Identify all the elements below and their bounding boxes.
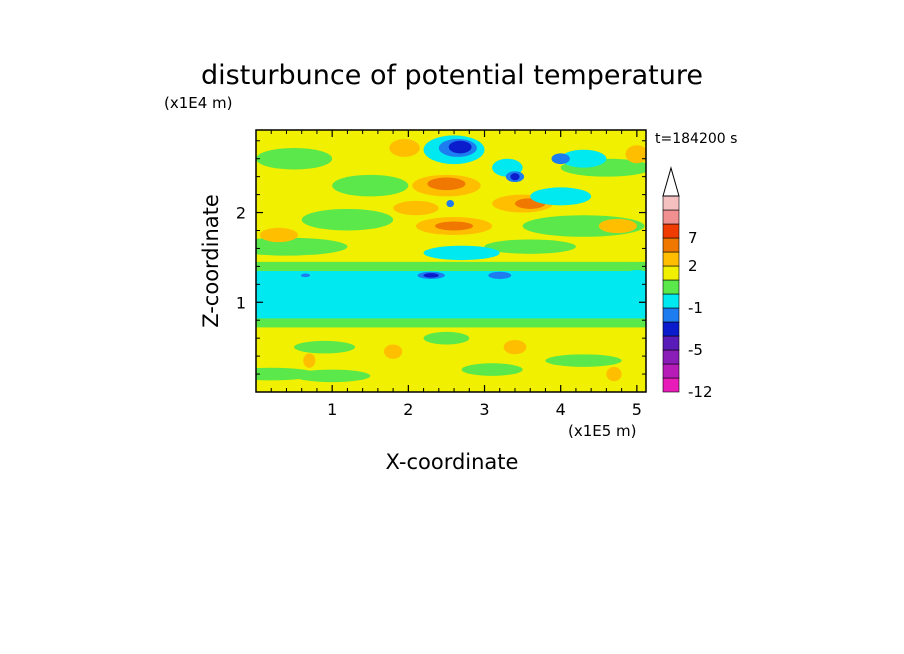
x-tick-label: 3	[479, 400, 489, 419]
field-streak-upper	[332, 174, 409, 197]
y-tick-label: 2	[236, 204, 246, 223]
colorbar-segment	[662, 349, 680, 365]
field-patch-lower	[303, 353, 316, 368]
x-tick-label: 4	[556, 400, 566, 419]
plot-frame	[255, 129, 647, 393]
colorbar-segment	[662, 195, 680, 211]
field-streak-lower	[294, 369, 371, 383]
field-patch-cold	[551, 153, 570, 165]
field-patch-cold	[300, 273, 311, 278]
field-patch-upper	[598, 218, 637, 234]
x-tick-label: 5	[632, 400, 642, 419]
colorbar-label: 7	[688, 229, 698, 247]
colorbar-segment	[662, 251, 680, 267]
field-patch-lower	[606, 366, 622, 382]
field-streak-upper	[301, 208, 394, 231]
x-tick-label: 1	[327, 400, 337, 419]
colorbar-label: -1	[688, 299, 703, 317]
field-core-cold	[448, 140, 472, 154]
field-patch-upper	[389, 138, 420, 157]
x-tick-label: 2	[403, 400, 413, 419]
colorbar-segment	[662, 265, 680, 281]
y-axis-label: Z-coordinate	[199, 194, 223, 328]
field-streak-lower	[461, 363, 523, 376]
field-core-cold	[423, 273, 439, 278]
colorbar-segment	[662, 307, 680, 323]
colorbar-label: 2	[688, 257, 698, 275]
field-streak-upper	[256, 237, 348, 256]
field-streak-upper	[256, 147, 333, 170]
x-unit-label: (x1E5 m)	[568, 422, 637, 440]
field-streak-lower	[545, 354, 622, 367]
field-patch-upper	[259, 227, 298, 243]
colorbar: -12-5-127	[662, 166, 713, 401]
field-band-green-lower	[256, 318, 646, 328]
colorbar-segment	[662, 223, 680, 239]
field-patch-cold	[446, 199, 455, 208]
field-patch-cool	[423, 245, 500, 261]
field-patch-cool	[625, 269, 646, 281]
colorbar-segment	[662, 335, 680, 351]
colorbar-segment	[662, 279, 680, 295]
y-unit-label: (x1E4 m)	[164, 94, 233, 112]
y-axis: 12	[236, 140, 646, 375]
chart-title: disturbunce of potential temperature	[201, 60, 703, 91]
field-patch-cool	[530, 187, 592, 206]
x-axis-label: X-coordinate	[386, 450, 519, 474]
colorbar-segment	[662, 209, 680, 225]
time-label: t=184200 s	[655, 131, 737, 147]
colorbar-segment	[662, 377, 680, 393]
field-patch-upper	[625, 145, 646, 164]
colorbar-segment	[662, 321, 680, 337]
colorbar-extend-arrow	[662, 166, 680, 197]
colorbar-label: -5	[688, 341, 703, 359]
colorbar-segment	[662, 293, 680, 309]
field-core-cold	[510, 173, 520, 181]
field-patch-warm	[435, 221, 474, 231]
field-patch-cold	[488, 271, 512, 279]
field-patch-cool	[560, 149, 607, 168]
contour-field	[256, 130, 646, 392]
field-band-cyan	[256, 270, 646, 319]
colorbar-segment	[662, 363, 680, 379]
colorbar-segment	[662, 237, 680, 253]
field-band-bottom	[256, 381, 646, 392]
field-streak-lower	[423, 331, 470, 345]
y-tick-label: 1	[236, 293, 246, 312]
field-patch-lower	[503, 339, 527, 355]
x-axis: 1 2 3 4 5	[270, 130, 642, 419]
field-streak-upper	[484, 239, 576, 254]
colorbar-label: -12	[688, 383, 713, 401]
field-patch-upper	[393, 200, 439, 216]
field-band-green-upper	[256, 261, 646, 271]
field-patch-lower	[383, 344, 403, 359]
field-streak-lower	[294, 340, 356, 354]
field-patch-warm	[427, 177, 466, 191]
